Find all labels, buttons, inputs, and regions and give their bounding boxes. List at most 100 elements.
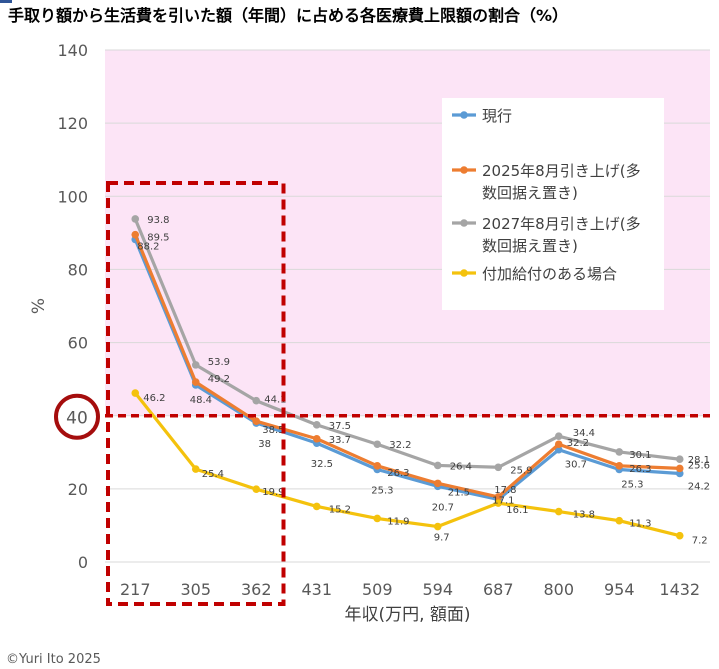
- data-label: 21.5: [448, 487, 470, 498]
- series-line: [133, 234, 680, 499]
- data-point: [131, 230, 140, 239]
- data-point: [312, 434, 321, 443]
- legend-label: 付加給付のある場合: [482, 265, 617, 283]
- data-label: 46.2: [143, 393, 165, 404]
- data-label: 20.7: [432, 502, 454, 513]
- x-tick-label: 800: [543, 580, 574, 599]
- emphasis-box: [106, 181, 286, 606]
- data-label: 19.9: [262, 487, 284, 498]
- data-label: 9.7: [434, 533, 450, 544]
- data-label: 15.2: [329, 504, 351, 515]
- data-point: [312, 502, 321, 511]
- legend-label: 数回据え置き): [482, 237, 578, 255]
- legend-box: [442, 98, 664, 310]
- data-label: 17.8: [494, 485, 516, 496]
- data-label: 13.8: [573, 510, 595, 521]
- legend-swatch-marker: [460, 219, 468, 227]
- data-label: 25.9: [510, 465, 532, 476]
- data-label: 38.5: [262, 425, 284, 436]
- data-label: 11.9: [387, 516, 409, 527]
- data-label: 28.1: [688, 455, 710, 466]
- y-tick-label: 80: [68, 260, 88, 279]
- series-line: [133, 392, 681, 538]
- threshold-circle-label: 40: [66, 409, 88, 429]
- x-tick-label: 509: [362, 580, 393, 599]
- data-label: 48.4: [190, 395, 212, 406]
- legend-swatch-marker: [460, 166, 468, 174]
- data-label: 30.7: [565, 460, 587, 471]
- data-point: [554, 440, 563, 449]
- data-label: 25.3: [371, 485, 393, 496]
- x-tick-label: 954: [604, 580, 635, 599]
- data-point: [433, 479, 442, 488]
- y-tick-label: 20: [68, 480, 88, 499]
- data-point: [252, 485, 261, 494]
- data-point: [615, 448, 624, 456]
- data-point: [433, 522, 442, 531]
- x-tick-label: 362: [241, 580, 272, 599]
- legend-label: 2027年8月引き上げ(多: [482, 215, 641, 233]
- data-label: 33.7: [329, 435, 351, 446]
- data-point: [675, 531, 684, 540]
- data-label: 25.3: [621, 479, 643, 490]
- x-tick-label: 1432: [659, 580, 700, 599]
- series-line: [133, 238, 680, 502]
- data-point: [373, 440, 382, 449]
- data-point: [615, 516, 624, 525]
- threshold-circle: [54, 393, 100, 440]
- data-point: [494, 493, 503, 501]
- y-tick-label: 100: [57, 187, 88, 206]
- data-label: 26.4: [450, 461, 472, 472]
- x-axis-label: 年収(万円, 額面): [344, 605, 470, 625]
- data-label: 53.9: [208, 357, 230, 368]
- data-label: 89.5: [147, 233, 169, 244]
- chart-title: 手取り額から生活費を引いた額（年間）に占める各医療費上限額の割合（%）: [8, 6, 568, 25]
- y-tick-label: 120: [57, 114, 88, 133]
- y-tick-label: 0: [78, 553, 88, 572]
- data-point: [494, 499, 503, 507]
- data-label: 37.5: [329, 421, 351, 432]
- data-label: 44.1: [264, 395, 286, 406]
- data-label: 93.8: [147, 215, 169, 226]
- data-point: [191, 361, 200, 369]
- data-label: 49.2: [208, 374, 230, 385]
- data-point: [373, 514, 382, 523]
- data-point: [554, 507, 563, 516]
- data-label: 26.3: [629, 464, 651, 475]
- data-label: 32.2: [389, 440, 411, 451]
- data-label: 32.2: [567, 438, 589, 449]
- data-label: 25.4: [202, 469, 224, 480]
- data-label: 25.6: [688, 460, 710, 471]
- data-point: [433, 461, 442, 470]
- legend-label: 2025年8月引き上げ(多: [482, 162, 641, 180]
- data-label: 7.2: [692, 536, 708, 547]
- corner-accent-mark: [0, 0, 12, 3]
- data-label: 26.3: [387, 468, 409, 479]
- x-tick-label: 594: [422, 580, 453, 599]
- data-point: [554, 432, 563, 440]
- y-tick-label: 140: [57, 41, 88, 60]
- legend-label: 現行: [482, 107, 512, 125]
- data-point: [131, 215, 140, 223]
- data-label: 32.5: [311, 459, 333, 470]
- legend-label: 数回据え置き): [482, 184, 578, 202]
- copyright-text: ©Yuri Ito 2025: [6, 652, 101, 667]
- x-tick-label: 305: [180, 580, 211, 599]
- data-point: [615, 462, 624, 470]
- data-label: 34.4: [573, 428, 595, 439]
- data-point: [191, 378, 200, 386]
- data-label: 88.2: [137, 241, 159, 252]
- data-point: [252, 396, 261, 405]
- data-point: [494, 463, 503, 472]
- data-point: [373, 462, 382, 470]
- legend-swatch-marker: [460, 269, 468, 277]
- y-tick-label: 60: [68, 334, 88, 353]
- data-label: 17.1: [492, 495, 514, 506]
- x-tick-label: 217: [120, 580, 151, 599]
- data-label: 38: [258, 439, 271, 450]
- data-point: [312, 421, 321, 429]
- data-label: 11.3: [629, 519, 651, 530]
- series-line: [133, 218, 680, 469]
- data-label: 16.1: [506, 505, 528, 516]
